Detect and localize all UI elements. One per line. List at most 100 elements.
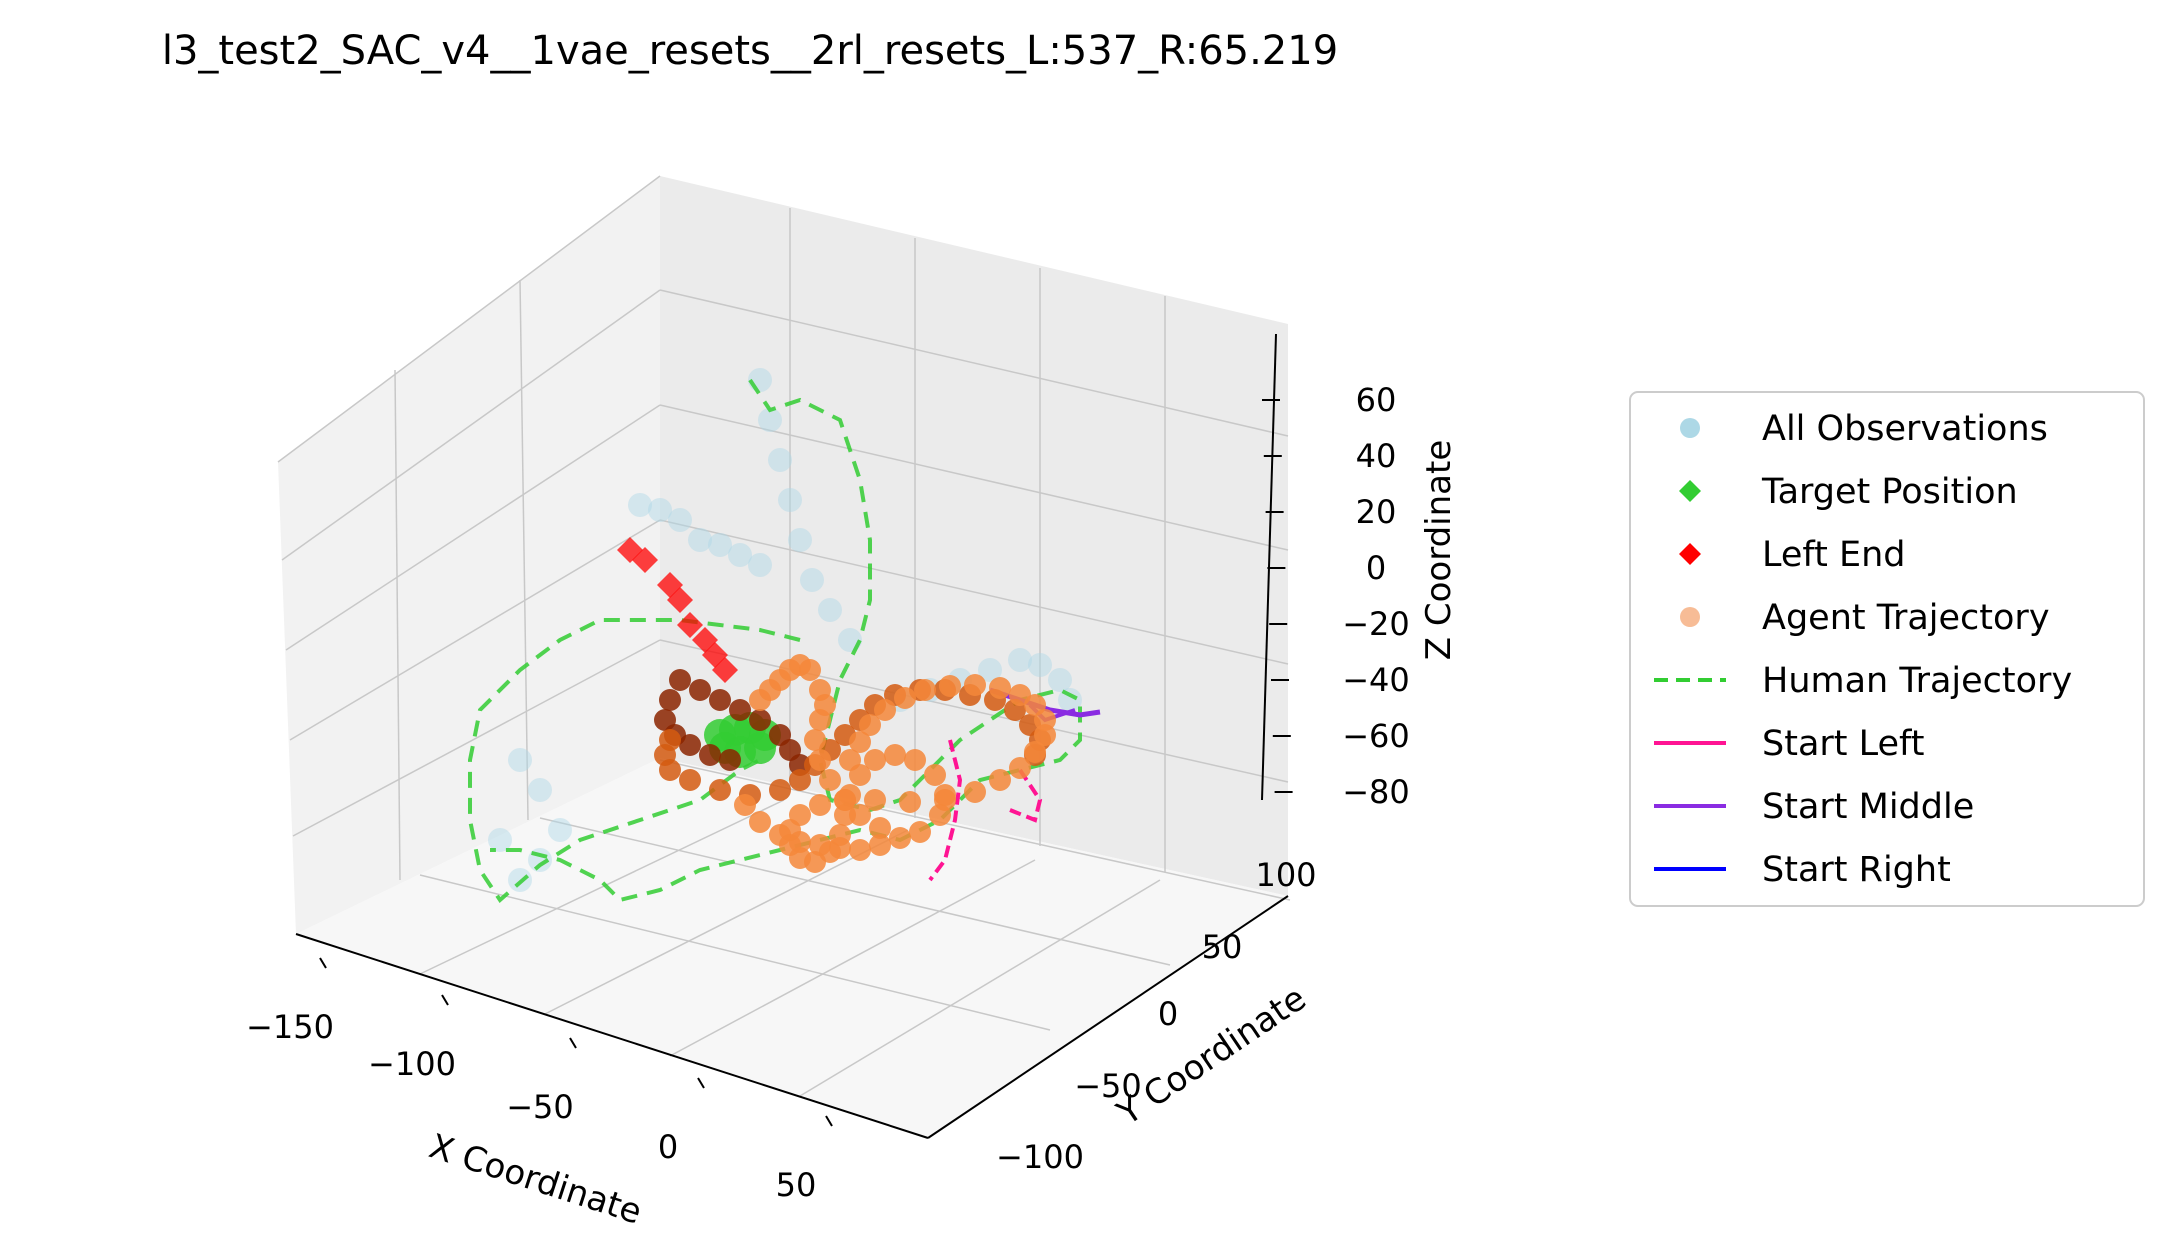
- z-tick-label: 60: [1356, 381, 1397, 419]
- pane-left: [278, 176, 660, 934]
- agent-point: [894, 687, 916, 709]
- agent-point: [924, 764, 946, 786]
- z-axis-label: Z Coordinate: [1419, 440, 1459, 661]
- agent-point: [834, 789, 856, 811]
- grid-line: [659, 639, 1289, 783]
- grid-line: [419, 799, 785, 975]
- agent-point: [839, 749, 861, 771]
- agent-point: [669, 669, 691, 691]
- grid-line: [669, 859, 1036, 1057]
- observation-point: [728, 543, 752, 567]
- legend-label: Start Middle: [1762, 787, 1974, 827]
- observation-point: [528, 848, 552, 872]
- z-tick-label: 20: [1356, 493, 1397, 531]
- left-end-marker: [677, 612, 703, 638]
- x-tick-label: −100: [368, 1045, 456, 1083]
- legend-box: [1629, 391, 2145, 907]
- agent-point: [1024, 741, 1046, 763]
- observation-point: [708, 533, 732, 557]
- agent-point: [679, 734, 701, 756]
- observation-point: [1048, 668, 1072, 692]
- agent-point: [814, 694, 836, 716]
- legend-label: Start Left: [1762, 724, 1924, 764]
- agent-point: [1009, 757, 1031, 779]
- grid-line: [799, 879, 1161, 1097]
- legend-marker: [1680, 418, 1700, 438]
- pane-floor: [296, 758, 1288, 1138]
- z-tick-labels: −80 −60 −40 −20 0 20 40 60: [1262, 381, 1410, 811]
- agent-point: [809, 794, 831, 816]
- observation-point: [818, 598, 842, 622]
- x-tick-label: 0: [658, 1128, 678, 1166]
- grid-line: [285, 404, 661, 651]
- agent-point: [719, 749, 741, 771]
- agent-point: [869, 834, 891, 856]
- agent-point: [769, 824, 791, 846]
- agent-point: [884, 744, 906, 766]
- agent-point: [989, 769, 1011, 791]
- agent-point: [909, 821, 931, 843]
- agent-point: [904, 749, 926, 771]
- agent-point: [1009, 684, 1031, 706]
- agent-point: [679, 769, 701, 791]
- observation-point: [688, 528, 712, 552]
- legend-item: Left End: [1679, 535, 1906, 575]
- grid-line: [277, 175, 661, 463]
- z-tick-label: 0: [1366, 549, 1386, 587]
- agent-point: [799, 659, 821, 681]
- left-end-marker: [712, 657, 738, 683]
- x-tick-mark: [825, 1115, 833, 1127]
- agent-point: [809, 749, 831, 771]
- legend-marker: [1679, 543, 1701, 565]
- y-axis-line: [927, 895, 1289, 1139]
- x-tick-label: −50: [506, 1088, 574, 1126]
- z-tick-label: −60: [1342, 717, 1410, 755]
- observation-point: [788, 528, 812, 552]
- agent-point: [864, 749, 886, 771]
- grid-line: [659, 404, 1289, 551]
- observation-point: [800, 568, 824, 592]
- grid-line: [394, 369, 401, 881]
- agent-point: [769, 779, 791, 801]
- grid-lines: [277, 175, 1291, 1097]
- legend-marker: [1679, 480, 1701, 502]
- agent-point: [849, 839, 871, 861]
- agent-point: [689, 679, 711, 701]
- left-end-marker: [632, 547, 658, 573]
- human-trajectory-line: [468, 618, 801, 904]
- y-tick-label: −50: [1074, 1067, 1142, 1105]
- agent-point: [874, 699, 896, 721]
- start-left-line: [1009, 768, 1043, 823]
- x-tick-mark: [569, 1037, 577, 1049]
- agent-point: [864, 789, 886, 811]
- agent-point: [869, 817, 891, 839]
- x-axis-line: [295, 933, 929, 1139]
- x-tick-label: −150: [246, 1008, 334, 1046]
- legend-item: Human Trajectory: [1654, 661, 2072, 701]
- agent-point: [789, 804, 811, 826]
- legend-item: Agent Trajectory: [1680, 598, 2050, 638]
- legend-label: Agent Trajectory: [1762, 598, 2050, 638]
- x-tick-label: 50: [776, 1166, 817, 1204]
- agent-point: [659, 689, 681, 711]
- grid-line: [544, 829, 909, 1015]
- y-tick-label: 50: [1202, 928, 1243, 966]
- legend-label: Left End: [1762, 535, 1906, 575]
- observation-point: [668, 508, 692, 532]
- agent-point: [789, 769, 811, 791]
- observation-point: [778, 488, 802, 512]
- agent-point: [914, 679, 936, 701]
- agent-point: [859, 714, 881, 736]
- observation-point: [628, 493, 652, 517]
- legend: All Observations Target Position Left End A…: [1629, 391, 2145, 907]
- observation-point: [978, 658, 1002, 682]
- observation-point: [508, 748, 532, 772]
- agent-point: [809, 834, 831, 856]
- agent-point: [819, 769, 841, 791]
- agent-point: [939, 675, 961, 697]
- x-tick-labels: −150 −100 −50 0 50: [246, 957, 833, 1204]
- x-axis-label: X Coordinate: [424, 1126, 646, 1232]
- agent-point: [749, 811, 771, 833]
- agent-point: [899, 791, 921, 813]
